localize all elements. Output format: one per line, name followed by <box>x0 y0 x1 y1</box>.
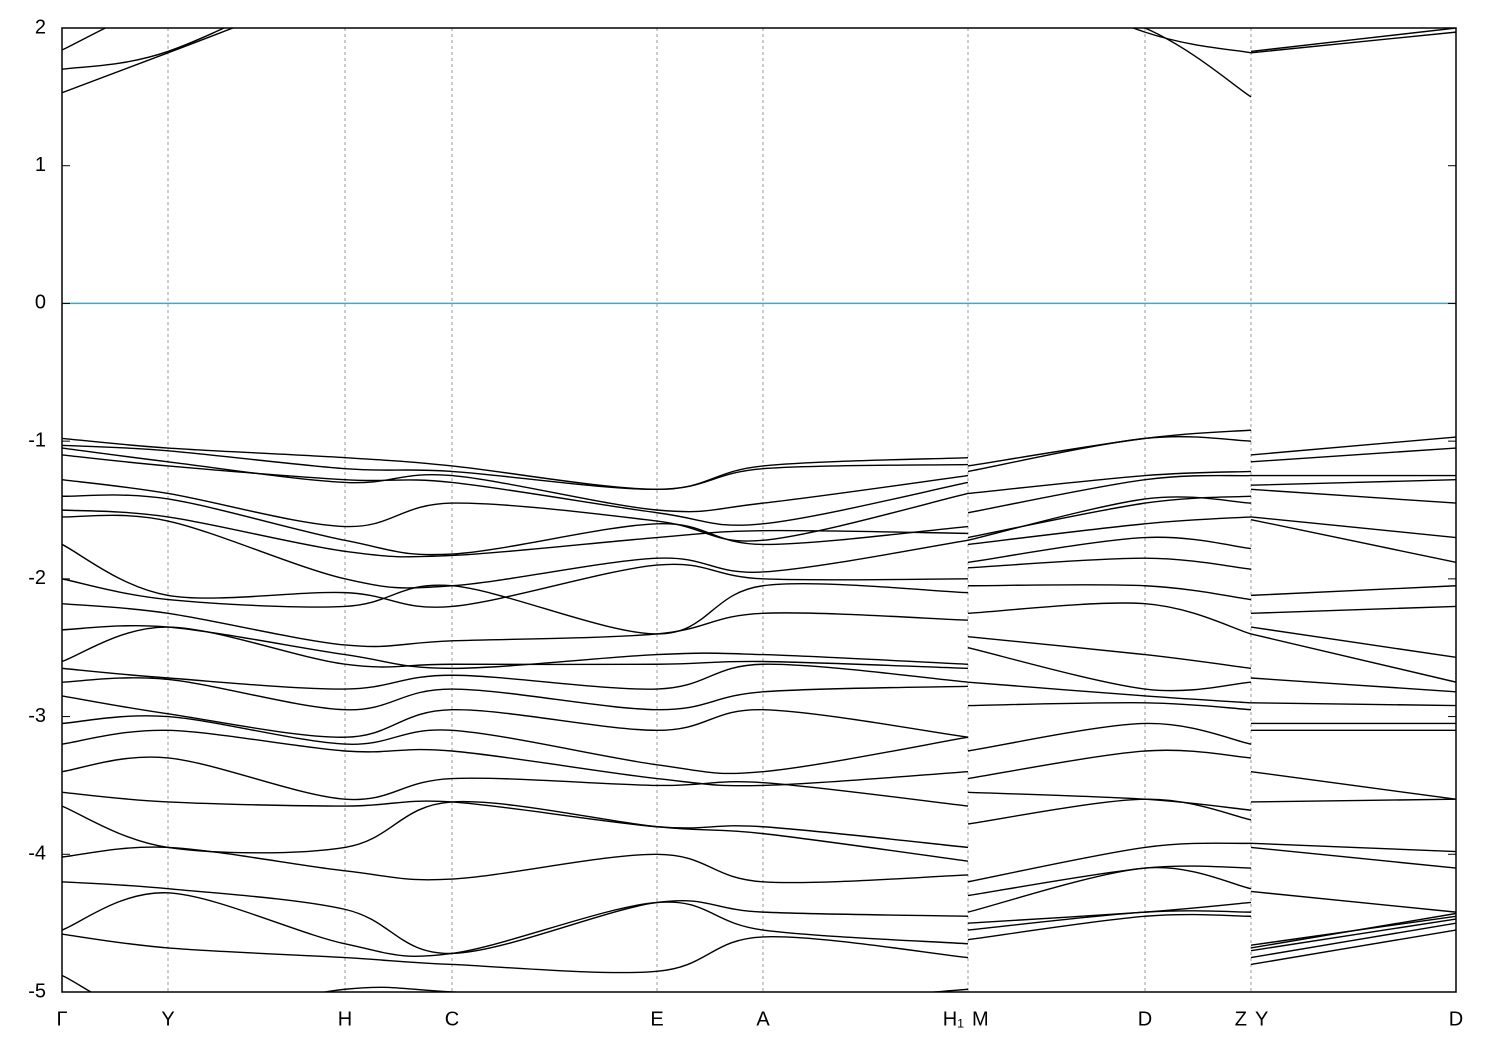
band-line <box>62 791 1456 913</box>
band-line <box>62 626 1456 707</box>
x-tick-label: E <box>650 1008 663 1030</box>
band-line <box>62 715 1456 803</box>
band-line <box>62 695 1456 800</box>
band-line <box>62 543 1456 614</box>
x-tick-label: M <box>972 1008 989 1030</box>
band-line <box>62 28 1456 71</box>
band-line <box>62 913 1456 974</box>
x-tick-label: H <box>338 1008 352 1030</box>
x-tick-label: A <box>756 1008 770 1030</box>
x-tick-label: C <box>445 1008 459 1030</box>
band-line <box>62 663 1456 725</box>
y-tick-label: -4 <box>28 843 46 865</box>
y-tick-label: 2 <box>35 16 46 38</box>
x-tick-label: Γ <box>56 1008 67 1030</box>
y-tick-label: 0 <box>35 292 46 314</box>
x-tick-label: D <box>1449 1008 1463 1030</box>
y-tick-label: -1 <box>28 429 46 451</box>
band-line <box>62 479 1456 542</box>
x-tick-label: D <box>1138 1008 1152 1030</box>
band-line <box>62 892 1456 959</box>
band-line <box>62 756 1456 869</box>
band-line <box>62 602 1456 683</box>
band-line <box>62 677 1456 732</box>
y-tick-label: -3 <box>28 705 46 727</box>
band-line <box>62 514 1456 597</box>
y-tick-label: -5 <box>28 980 46 1002</box>
band-line <box>62 28 1456 98</box>
band-line <box>62 494 1456 556</box>
band-line <box>62 435 1456 491</box>
x-tick-label: Z <box>1235 1008 1247 1030</box>
y-tick-label: 1 <box>35 154 46 176</box>
x-tick-label: Y <box>1255 1008 1268 1030</box>
y-tick-label: -2 <box>28 567 46 589</box>
band-line <box>62 454 1456 526</box>
bands <box>62 28 1456 992</box>
plot-frame <box>61 27 1457 993</box>
band-line <box>62 578 1456 659</box>
band-line <box>62 447 1456 513</box>
band-line <box>62 846 1456 946</box>
band-line <box>62 509 1456 564</box>
x-tick-label: H₁ <box>943 1008 964 1030</box>
x-tick-label: Y <box>161 1008 174 1030</box>
